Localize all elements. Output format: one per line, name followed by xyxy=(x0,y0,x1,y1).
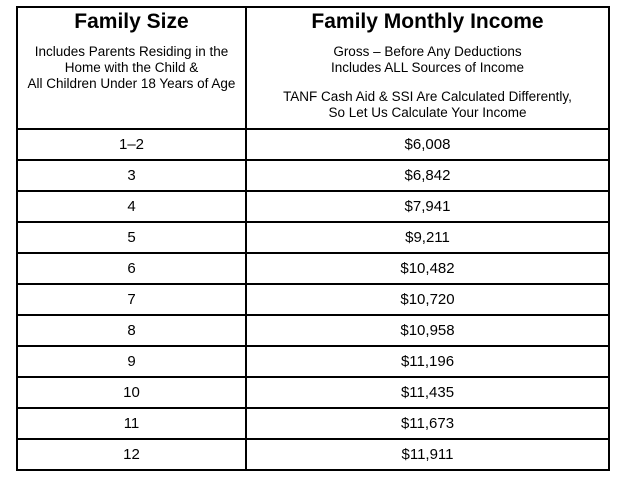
income-cell: $10,482 xyxy=(245,252,610,285)
header-row: Family Size Includes Parents Residing in… xyxy=(16,6,610,130)
family-size-title: Family Size xyxy=(74,10,189,33)
header-family-income: Family Monthly Income Gross – Before Any… xyxy=(245,6,610,130)
income-eligibility-table-wrap: Family Size Includes Parents Residing in… xyxy=(16,6,610,471)
income-cell: $9,211 xyxy=(245,221,610,254)
income-cell: $6,008 xyxy=(245,128,610,161)
family-income-subtitle-line: Includes ALL Sources of Income xyxy=(330,60,525,75)
family-size-cell: 7 xyxy=(16,283,247,316)
family-income-title: Family Monthly Income xyxy=(311,10,544,33)
family-size-subtitle-line: Includes Parents Residing in the xyxy=(34,44,229,59)
family-size-cell: 4 xyxy=(16,190,247,223)
table-row: 4 $7,941 xyxy=(16,190,610,223)
family-size-cell: 1–2 xyxy=(16,128,247,161)
family-size-cell: 8 xyxy=(16,314,247,347)
income-eligibility-table: Family Size Includes Parents Residing in… xyxy=(16,6,610,471)
income-cell: $11,435 xyxy=(245,376,610,409)
family-size-cell: 12 xyxy=(16,438,247,471)
income-cell: $6,842 xyxy=(245,159,610,192)
income-cell: $11,196 xyxy=(245,345,610,378)
income-cell: $11,673 xyxy=(245,407,610,440)
family-income-note-line: So Let Us Calculate Your Income xyxy=(328,105,527,120)
family-size-subtitle-line: All Children Under 18 Years of Age xyxy=(27,76,236,91)
family-size-cell: 6 xyxy=(16,252,247,285)
family-size-cell: 10 xyxy=(16,376,247,409)
family-size-cell: 11 xyxy=(16,407,247,440)
family-size-cell: 5 xyxy=(16,221,247,254)
income-cell: $10,720 xyxy=(245,283,610,316)
table-row: 3 $6,842 xyxy=(16,159,610,192)
table-row: 7 $10,720 xyxy=(16,283,610,316)
table-row: 10 $11,435 xyxy=(16,376,610,409)
table-row: 12 $11,911 xyxy=(16,438,610,471)
income-cell: $11,911 xyxy=(245,438,610,471)
income-cell: $7,941 xyxy=(245,190,610,223)
family-income-note-line: TANF Cash Aid & SSI Are Calculated Diffe… xyxy=(283,89,572,104)
table-row: 1–2 $6,008 xyxy=(16,128,610,161)
family-size-subtitle: Includes Parents Residing in the Home wi… xyxy=(18,44,245,92)
table-row: 8 $10,958 xyxy=(16,314,610,347)
table-row: 5 $9,211 xyxy=(16,221,610,254)
family-income-note: TANF Cash Aid & SSI Are Calculated Diffe… xyxy=(247,89,608,121)
family-size-subtitle-line: Home with the Child & xyxy=(64,60,199,75)
family-income-subtitle-line: Gross – Before Any Deductions xyxy=(333,44,522,59)
header-family-size: Family Size Includes Parents Residing in… xyxy=(16,6,247,130)
family-income-subtitle: Gross – Before Any Deductions Includes A… xyxy=(247,44,608,76)
family-size-cell: 3 xyxy=(16,159,247,192)
family-size-cell: 9 xyxy=(16,345,247,378)
income-cell: $10,958 xyxy=(245,314,610,347)
table-row: 11 $11,673 xyxy=(16,407,610,440)
table-row: 9 $11,196 xyxy=(16,345,610,378)
table-row: 6 $10,482 xyxy=(16,252,610,285)
